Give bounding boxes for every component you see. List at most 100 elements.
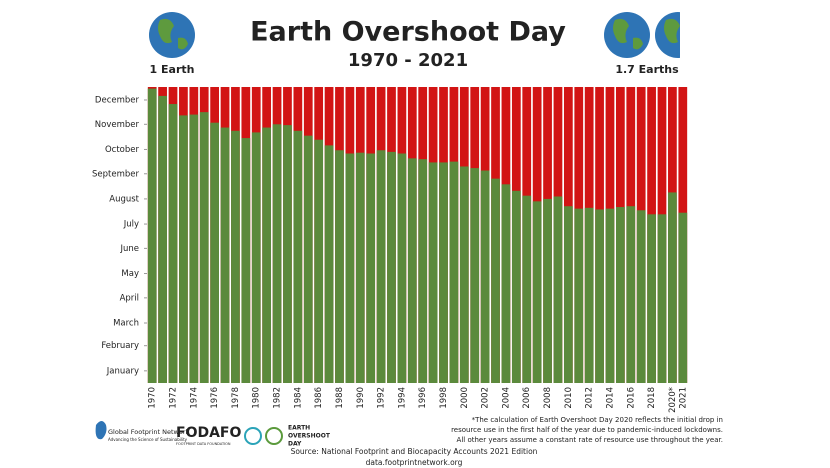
bar [303,135,313,383]
logo-text: Advancing the Science of Sustainability [108,437,188,442]
bar [179,115,188,384]
source: Source: National Footprint and Biocapaci… [291,447,538,456]
bar [563,206,573,383]
x-tick-label: 1970 [148,387,158,409]
logo-text: FOOTPRINT DATA FOUNDATION [176,442,231,446]
y-tick-label: April [120,293,139,303]
bar [366,153,376,383]
x-tick-label: 1972 [169,387,179,409]
bar [522,195,532,383]
x-tick-label: 1982 [273,387,283,409]
x-tick-label: 2012 [585,387,595,409]
bar [241,138,251,383]
bar [511,190,521,383]
bar [532,201,542,383]
bar [574,208,584,383]
y-tick-label: December [95,95,140,105]
bar [480,170,490,383]
bar [283,125,292,384]
bar [626,206,636,383]
x-tick-label: 1976 [210,387,220,409]
bar [324,145,334,383]
bar [595,209,604,383]
bar [210,122,219,383]
y-tick-label: November [95,120,140,130]
bar [543,198,552,383]
bar [668,192,677,383]
bar [616,207,625,383]
gfn-icon [95,421,107,440]
left-label: 1 Earth [150,63,195,76]
bar [314,139,324,383]
x-tick-label: 1986 [314,387,324,409]
bar [584,207,594,383]
bar [158,95,167,384]
x-tick-label: 1994 [397,387,407,409]
footnote: *The calculation of Earth Overshoot Day … [451,416,723,444]
bar [355,152,365,383]
bar [491,178,500,383]
eod-icon [244,427,262,445]
x-tick-label: 2016 [626,387,636,409]
bar [428,162,438,383]
x-tick-label: 1980 [252,387,262,409]
x-tick-label: 1992 [377,387,387,409]
chart-subtitle: 1970 - 2021 [348,50,468,71]
x-tick-label: 2002 [481,387,491,409]
x-tick-label: 1988 [335,387,345,409]
bar [657,214,667,383]
bar [147,88,157,383]
logo-text: FODAFO [176,425,241,441]
plot: January February March April May June July Augu… [92,87,688,413]
x-tick-label: 1974 [189,387,199,409]
x-tick-label: 1990 [356,387,366,409]
footnote-line: *The calculation of Earth Overshoot Day … [472,416,723,424]
footnote-line: All other years assume a constant rate o… [457,436,723,444]
bar [470,168,480,383]
bar [376,150,386,383]
bar [293,130,303,383]
y-tick-label: May [121,269,139,279]
chart-title: Earth Overshoot Day [250,17,566,48]
globe-left [149,12,195,58]
y-tick-label: August [109,194,139,204]
bar [449,161,459,383]
eod-icon [265,427,283,445]
bar [189,114,199,383]
bar [345,153,355,383]
bar [418,159,428,383]
x-tick-label: 2004 [501,387,511,409]
logos: Global Footprint Network Advancing the S… [95,421,331,448]
bar [678,212,688,383]
bar [220,127,230,383]
bar [553,196,563,383]
x-tick-label: 2018 [647,387,657,409]
x-tick-label: 1996 [418,387,428,409]
x-tick-label: 2020* [668,387,678,413]
logo-text: DAY [288,441,302,448]
bar [387,151,396,383]
y-tick-label: October [105,145,140,155]
y-tick-label: June [119,244,139,254]
bar [251,132,261,383]
url: data.footprintnetwork.org [366,458,463,467]
bar [636,210,646,383]
bar [647,214,656,383]
x-tick-label: 2006 [522,387,532,409]
x-tick-label: 2021 [678,387,688,409]
bar [199,112,209,384]
x-tick-label: 2008 [543,387,553,409]
globes-right [604,12,680,58]
logo-text: Global Footprint Network [108,428,190,436]
x-tick-label: 1998 [439,387,449,409]
x-tick-label: 1984 [293,387,303,409]
bar [168,104,178,383]
x-tick-label: 1978 [231,387,241,409]
y-tick-label: September [92,169,139,179]
bar [459,166,469,383]
bar [231,130,240,383]
y-tick-label: July [123,220,139,230]
x-tick-label: 2014 [605,387,615,409]
right-label: 1.7 Earths [615,63,679,76]
